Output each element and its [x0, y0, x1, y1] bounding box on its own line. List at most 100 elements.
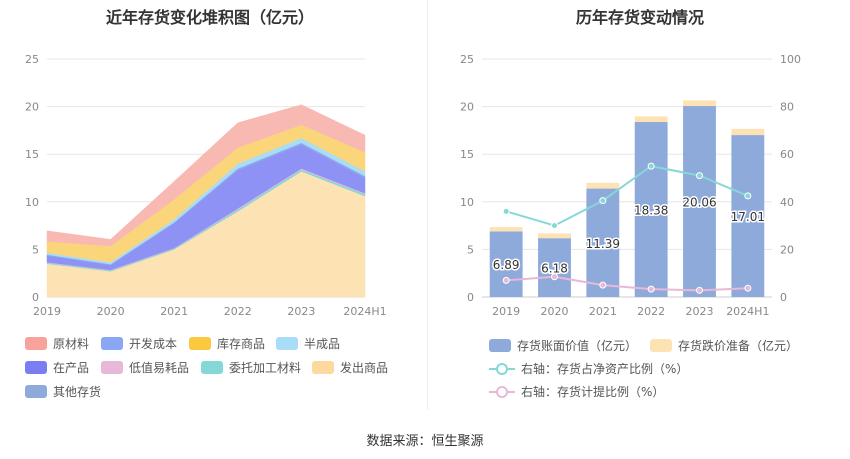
bar-存货跌价准备（亿元）	[731, 128, 765, 136]
bar-存货跌价准备（亿元）	[586, 182, 620, 189]
legend-item-raw-materials[interactable]: 原材料	[25, 335, 89, 352]
y-tick-label: 20	[460, 101, 474, 114]
legend-label: 委托加工材料	[229, 361, 302, 375]
line-右轴：存货占净资产比例（%）	[505, 165, 749, 227]
bar-存货账面价值（亿元）	[634, 122, 668, 297]
line-point	[696, 286, 703, 294]
bar-value-label: 11.39	[586, 237, 620, 251]
bar-存货账面价值（亿元）	[489, 231, 523, 297]
legend-swatch	[101, 361, 123, 374]
legend-item-impairment-reserve[interactable]: 存货跌价准备（亿元）	[650, 337, 798, 354]
legend-swatch	[201, 361, 223, 374]
legend-item-development-cost[interactable]: 开发成本	[101, 335, 177, 352]
legend-label: 右轴：存货占净资产比例（%）	[521, 362, 689, 376]
legend-item-stock-goods[interactable]: 库存商品	[189, 335, 265, 352]
legend-label: 原材料	[53, 337, 90, 351]
line-右轴：存货计提比例（%）	[506, 275, 748, 292]
line-point	[647, 285, 655, 293]
line-point	[744, 284, 752, 292]
x-tick-label: 2024H1	[726, 305, 769, 318]
line-point	[551, 273, 558, 281]
legend-line-swatch	[489, 362, 515, 376]
legend-label: 半成品	[304, 337, 341, 351]
legend-swatch	[25, 361, 47, 374]
stacked-bar-line-chart: 0 5 10 15 20 25 0 20 40 60 80 100 6.89 6.18 11.39 18.38…	[460, 53, 801, 318]
legend-swatch	[25, 385, 47, 398]
x-tick-label: 2020	[97, 305, 125, 318]
x-tick-label: 2019	[33, 305, 61, 318]
legend-label: 低值易耗品	[129, 361, 190, 375]
x-tick-label: 2023	[287, 305, 315, 318]
area-原材料	[46, 104, 366, 247]
legend-swatch	[276, 337, 298, 350]
legend-label: 其他存货	[53, 385, 102, 399]
y2-tick-label: 40	[780, 196, 794, 209]
y-tick-label: 0	[32, 291, 39, 304]
legend-label: 存货账面价值（亿元）	[517, 339, 638, 353]
x-tick-label: 2019	[492, 305, 520, 318]
bar-value-label: 17.01	[731, 210, 765, 224]
line-point	[551, 222, 558, 230]
legend-item-work-in-process[interactable]: 在产品	[25, 359, 89, 376]
x-tick-label: 2022	[637, 305, 665, 318]
y-tick-label: 5	[32, 243, 39, 256]
y-tick-label: 10	[25, 196, 39, 209]
bar-value-label: 18.38	[634, 204, 668, 218]
legend-label: 发出商品	[340, 361, 389, 375]
legend-item-goods-shipped[interactable]: 发出商品	[312, 359, 388, 376]
legend-label: 开发成本	[129, 337, 178, 351]
y2-tick-label: 20	[780, 243, 794, 256]
y2-tick-label: 100	[780, 53, 801, 66]
bar-存货账面价值（亿元）	[538, 238, 571, 297]
legend-label: 右轴：存货计提比例（%）	[521, 385, 665, 399]
legend-swatch	[489, 339, 511, 352]
bar-存货账面价值（亿元）	[683, 106, 716, 297]
legend-item-net-asset-ratio[interactable]: 右轴：存货占净资产比例（%）	[489, 360, 688, 377]
y-tick-label: 5	[467, 243, 474, 256]
legend-swatch	[189, 337, 211, 350]
legend-swatch	[650, 339, 672, 352]
legend-label: 存货跌价准备（亿元）	[678, 339, 799, 353]
y2-tick-label: 80	[780, 101, 794, 114]
right-chart-title: 历年存货变动情况	[575, 8, 704, 27]
x-tick-label: 2020	[541, 305, 569, 318]
y2-tick-label: 0	[780, 291, 787, 304]
legend-item-book-value[interactable]: 存货账面价值（亿元）	[489, 337, 637, 354]
y-tick-label: 15	[25, 148, 39, 161]
line-point	[599, 281, 607, 289]
legend-marker	[496, 362, 508, 375]
bar-存货跌价准备（亿元）	[683, 100, 716, 107]
line-point	[502, 276, 510, 284]
bar-value-label: 20.06	[682, 196, 716, 210]
legend-label: 库存商品	[217, 337, 266, 351]
bar-value-label: 6.18	[541, 262, 568, 276]
line-point	[696, 172, 703, 180]
bar-存货跌价准备（亿元）	[634, 116, 668, 123]
legend-item-other-inventory[interactable]: 其他存货	[25, 383, 101, 400]
x-tick-label: 2023	[686, 305, 714, 318]
y-tick-label: 0	[467, 291, 474, 304]
legend-swatch	[312, 361, 334, 374]
legend-item-consumables[interactable]: 低值易耗品	[101, 359, 189, 376]
left-chart-title: 近年存货变化堆积图（亿元）	[105, 8, 314, 27]
legend-marker	[496, 385, 508, 398]
stacked-area-chart: 0 5 10 15 20 25 2019 2020 2021 2022 2023 2024H1	[25, 53, 387, 318]
x-tick-label: 2022	[224, 305, 252, 318]
bar-存货账面价值（亿元）	[731, 135, 765, 297]
y-tick-label: 20	[25, 101, 39, 114]
legend-item-consigned-processing[interactable]: 委托加工材料	[201, 359, 301, 376]
legend-item-semi-finished[interactable]: 半成品	[276, 335, 340, 352]
bar-存货跌价准备（亿元）	[538, 233, 571, 239]
line-point	[599, 197, 607, 205]
chart-divider	[427, 0, 428, 410]
data-source: 数据来源：恒生聚源	[366, 434, 484, 449]
legend-line-swatch	[489, 385, 515, 399]
x-tick-label: 2021	[160, 305, 188, 318]
legend-label: 在产品	[53, 361, 90, 375]
y2-tick-label: 60	[780, 148, 794, 161]
legend-item-provision-ratio[interactable]: 右轴：存货计提比例（%）	[489, 383, 664, 400]
legend-swatch	[25, 337, 47, 350]
x-tick-label: 2021	[589, 305, 617, 318]
line-point	[744, 192, 752, 200]
legend-swatch	[101, 337, 123, 350]
